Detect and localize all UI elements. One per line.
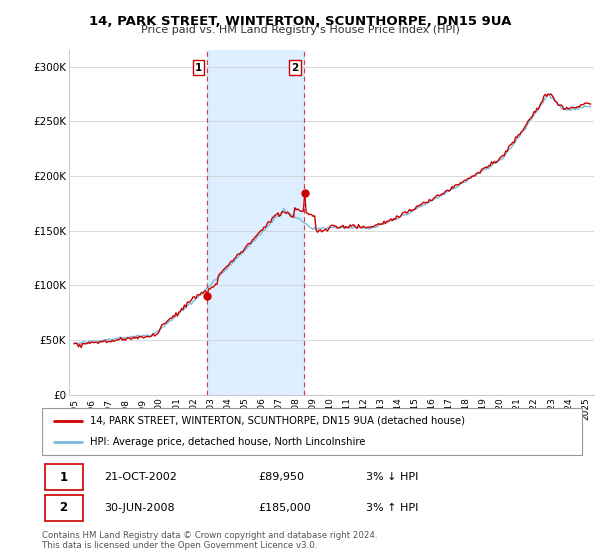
Text: 21-OCT-2002: 21-OCT-2002 — [104, 472, 177, 482]
Text: HPI: Average price, detached house, North Lincolnshire: HPI: Average price, detached house, Nort… — [89, 437, 365, 447]
Bar — [207, 50, 304, 395]
Text: 3% ↓ HPI: 3% ↓ HPI — [366, 472, 418, 482]
Text: £89,950: £89,950 — [258, 472, 304, 482]
Text: 2: 2 — [59, 501, 68, 515]
Text: £185,000: £185,000 — [258, 503, 311, 513]
Text: 2: 2 — [291, 63, 298, 73]
Text: Price paid vs. HM Land Registry's House Price Index (HPI): Price paid vs. HM Land Registry's House … — [140, 25, 460, 35]
Text: 14, PARK STREET, WINTERTON, SCUNTHORPE, DN15 9UA (detached house): 14, PARK STREET, WINTERTON, SCUNTHORPE, … — [89, 416, 464, 426]
Text: 14, PARK STREET, WINTERTON, SCUNTHORPE, DN15 9UA: 14, PARK STREET, WINTERTON, SCUNTHORPE, … — [89, 15, 511, 27]
FancyBboxPatch shape — [42, 408, 582, 455]
Text: 1: 1 — [59, 470, 68, 484]
Text: 1: 1 — [195, 63, 202, 73]
FancyBboxPatch shape — [45, 495, 83, 521]
FancyBboxPatch shape — [45, 464, 83, 490]
Text: 3% ↑ HPI: 3% ↑ HPI — [366, 503, 418, 513]
Text: Contains HM Land Registry data © Crown copyright and database right 2024.
This d: Contains HM Land Registry data © Crown c… — [42, 531, 377, 550]
Text: 30-JUN-2008: 30-JUN-2008 — [104, 503, 175, 513]
